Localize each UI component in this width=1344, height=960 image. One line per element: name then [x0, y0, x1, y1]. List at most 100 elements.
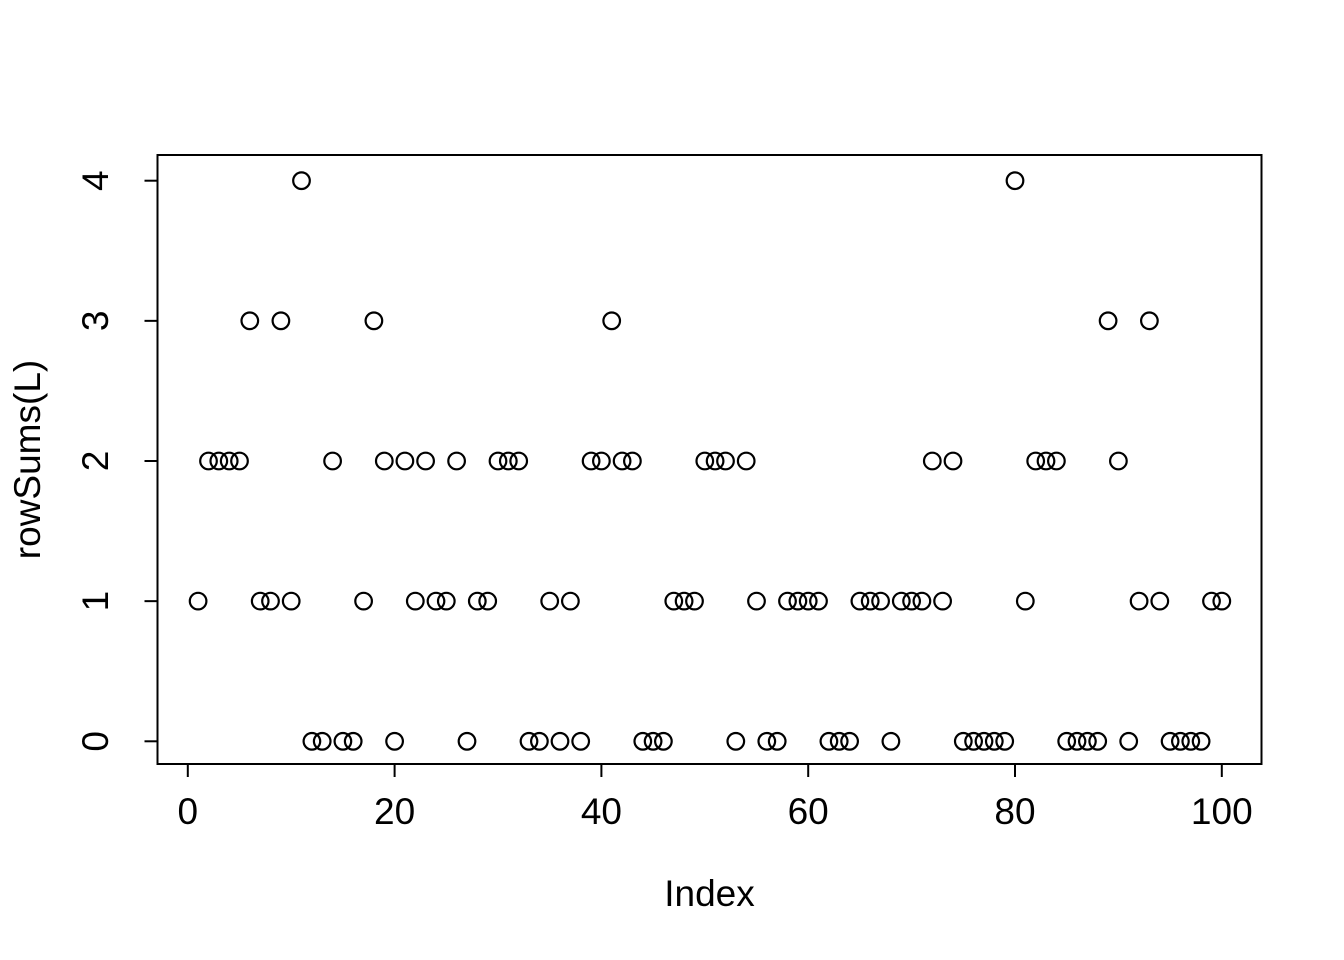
- y-tick-label: 4: [75, 170, 116, 191]
- scatter-point: [1015, 591, 1035, 611]
- scatter-point: [561, 591, 580, 611]
- scatter-point: [1036, 451, 1056, 471]
- scatter-point: [457, 731, 477, 751]
- y-axis-title: rowSums(L): [7, 360, 48, 559]
- scatter-point: [1067, 731, 1087, 751]
- scatter-point: [209, 451, 229, 471]
- scatter-point: [1057, 731, 1077, 751]
- scatter-point: [860, 591, 880, 611]
- scatter-point: [995, 731, 1015, 751]
- scatter-point: [1046, 451, 1066, 471]
- scatter-point: [612, 451, 632, 471]
- scatter-point: [478, 591, 498, 611]
- scatter-point: [1005, 171, 1025, 191]
- scatter-point: [292, 171, 311, 191]
- scatter-point: [1098, 311, 1118, 331]
- scatter-point: [1119, 731, 1139, 751]
- scatter-point: [891, 591, 911, 611]
- scatter-point: [1150, 591, 1170, 611]
- scatter-point: [343, 731, 363, 751]
- scatter-point: [1160, 731, 1180, 751]
- scatter-point: [809, 591, 828, 611]
- scatter-point: [302, 731, 322, 751]
- scatter-point: [623, 451, 642, 471]
- scatter-point: [250, 591, 270, 611]
- scatter-point: [933, 591, 952, 611]
- scatter-point: [530, 731, 549, 751]
- scatter-point: [188, 591, 208, 611]
- scatter-point: [1170, 731, 1190, 751]
- x-axis-ticks: [186, 764, 1223, 777]
- scatter-point: [778, 591, 797, 611]
- scatter-point: [426, 591, 446, 611]
- scatter-point: [850, 591, 870, 611]
- scatter-point: [1108, 451, 1128, 471]
- scatter-point: [840, 731, 859, 751]
- scatter-point: [571, 731, 591, 751]
- scatter-point: [726, 731, 746, 751]
- scatter-point: [199, 451, 218, 471]
- scatter-point: [261, 591, 280, 611]
- scatter-point: [871, 591, 890, 611]
- y-axis-tick-labels: 0 1 2 3 4: [75, 170, 116, 751]
- scatter-point: [757, 731, 777, 751]
- scatter-point: [436, 591, 456, 611]
- scatter-point: [1139, 311, 1159, 331]
- scatter-point: [943, 451, 963, 471]
- scatter-point: [767, 731, 787, 751]
- scatter-point: [716, 451, 735, 471]
- x-tick-label: 60: [788, 791, 829, 832]
- scatter-point: [509, 451, 529, 471]
- scatter-point: [736, 451, 756, 471]
- scatter-point: [685, 591, 704, 611]
- scatter-point: [695, 451, 715, 471]
- scatter-point: [633, 731, 653, 751]
- scatter-point: [385, 731, 405, 751]
- scatter-point: [674, 591, 694, 611]
- scatter-point: [219, 451, 239, 471]
- scatter-point: [1202, 591, 1221, 611]
- scatter-point: [881, 731, 901, 751]
- scatter-point: [912, 591, 932, 611]
- scatter-point: [240, 311, 260, 331]
- y-tick-label: 3: [75, 311, 116, 332]
- scatter-point: [581, 451, 601, 471]
- scatter-point: [395, 451, 415, 471]
- scatter-point: [540, 591, 560, 611]
- scatter-point: [829, 731, 849, 751]
- scatter-point: [602, 311, 622, 331]
- y-axis-ticks: [144, 179, 158, 743]
- scatter-point: [974, 731, 994, 751]
- scatter-point: [230, 451, 249, 471]
- x-tick-label: 20: [374, 791, 415, 832]
- scatter-point: [281, 591, 301, 611]
- plot-border-box: [156, 154, 1263, 765]
- scatter-point: [416, 451, 436, 471]
- scatter-point: [798, 591, 818, 611]
- scatter-point: [354, 591, 374, 611]
- scatter-point: [922, 451, 942, 471]
- scatter-point: [498, 451, 518, 471]
- x-tick-label: 100: [1191, 791, 1253, 832]
- scatter-point: [312, 731, 332, 751]
- scatter-point: [964, 731, 983, 751]
- scatter-point: [447, 451, 467, 471]
- x-tick-label: 80: [994, 791, 1035, 832]
- scatter-point: [654, 731, 673, 751]
- scatter-point: [1191, 731, 1211, 751]
- scatter-point: [902, 591, 921, 611]
- data-points: [188, 171, 1232, 751]
- scatter-point: [488, 451, 508, 471]
- scatter-point: [788, 591, 808, 611]
- scatter-point: [333, 731, 353, 751]
- x-tick-label: 40: [581, 791, 622, 832]
- scatter-point: [705, 451, 725, 471]
- scatter-point: [467, 591, 487, 611]
- scatter-point: [1129, 591, 1149, 611]
- scatter-point: [271, 311, 291, 331]
- x-axis-tick-labels: 0 20 40 60 80 100: [178, 791, 1253, 832]
- x-tick-label: 0: [178, 791, 199, 832]
- scatter-point: [1088, 731, 1108, 751]
